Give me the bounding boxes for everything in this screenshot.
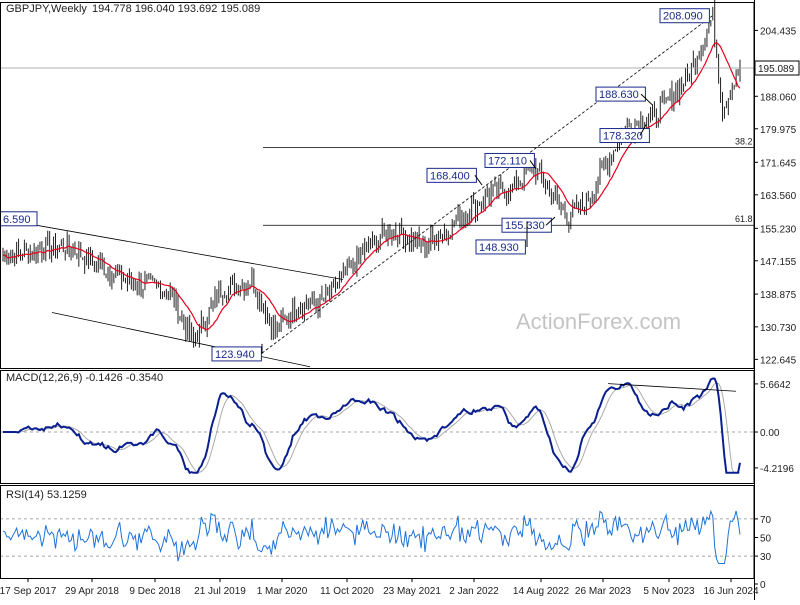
x-tick-label: 21 Jul 2019 — [194, 586, 246, 597]
price-annotation-label: 148.930 — [479, 242, 519, 254]
price-annotation-box — [426, 167, 477, 183]
macd-signal-line — [3, 382, 740, 474]
price-annotation-label: 178.320 — [603, 131, 643, 143]
macd-title: MACD(12,26,9) -0.1426 -0.3540 — [6, 372, 163, 384]
x-tick-label: 16 Jun 2024 — [703, 586, 758, 597]
x-tick-label: 29 Apr 2018 — [65, 586, 119, 597]
y-tick-label: 0.00 — [760, 428, 780, 439]
price-annotation-label: 155.330 — [505, 220, 545, 232]
annotation-connector — [640, 93, 653, 105]
ohlc-readout: 194.778 196.040 193.692 195.089 — [92, 3, 260, 15]
price-annotation-label: 6.590 — [3, 214, 31, 226]
annotation-connector — [545, 216, 556, 226]
annotation-connector — [529, 160, 537, 170]
x-tick-label: 23 May 2021 — [383, 586, 441, 597]
y-tick-label: 171.645 — [760, 158, 797, 169]
fib-level-label: 38.2 — [735, 137, 753, 147]
pane-frame — [0, 370, 755, 484]
y-tick-label: 122.645 — [760, 355, 797, 366]
x-tick-label: 9 Dec 2018 — [129, 586, 181, 597]
price-annotation-box — [0, 211, 38, 227]
price-annotation-label: 168.400 — [430, 170, 470, 182]
price-annotation-box — [595, 86, 646, 102]
last-price-label: 195.089 — [758, 64, 795, 75]
x-tick-label: 26 Mar 2023 — [575, 586, 632, 597]
rsi-pane — [0, 509, 754, 565]
y-tick-label: 0 — [760, 580, 766, 591]
macd-pane — [0, 377, 754, 475]
x-tick-label: 5 Nov 2023 — [643, 586, 695, 597]
fib-level-label: 61.8 — [735, 214, 753, 224]
y-tick-label: 70 — [760, 515, 772, 526]
y-tick-label: 163.560 — [760, 191, 797, 202]
rsi-line — [2, 509, 741, 565]
x-tick-label: 1 Mar 2020 — [257, 586, 308, 597]
price-annotation-label: 208.090 — [663, 11, 703, 23]
y-tick-label: 204.435 — [760, 26, 797, 37]
y-tick-label: 179.975 — [760, 125, 797, 136]
y-tick-label: 130.730 — [760, 323, 797, 334]
x-tick-label: 2 Jan 2022 — [449, 586, 499, 597]
x-tick-label: 17 Sep 2017 — [0, 586, 57, 597]
channel-upper-line — [0, 218, 344, 280]
watermark: ActionForex.com — [516, 309, 681, 334]
y-tick-label: 50 — [760, 534, 772, 545]
x-tick-label: 14 Aug 2022 — [513, 586, 570, 597]
annotation-connector — [639, 124, 647, 136]
macd-line — [3, 377, 741, 475]
y-tick-label: 188.060 — [760, 92, 797, 103]
y-tick-label: 147.155 — [760, 257, 797, 268]
price-annotation-box — [599, 128, 650, 144]
price-annotation-label: 172.110 — [488, 155, 527, 167]
x-tick-label: 11 Oct 2020 — [320, 586, 374, 597]
y-tick-label: 5.6642 — [760, 380, 791, 391]
annotation-connector — [474, 175, 483, 186]
chart-title: GBPJPY,Weekly — [6, 3, 87, 15]
y-tick-label: -4.2196 — [760, 464, 794, 475]
price-annotation-box — [475, 239, 526, 255]
y-tick-label: 155.230 — [760, 224, 797, 235]
last-price-box — [754, 60, 800, 76]
macd-divergence-line — [607, 383, 737, 392]
y-tick-label: 30 — [760, 552, 772, 563]
y-tick-label: 138.875 — [760, 290, 797, 301]
channel-lower-line — [51, 312, 311, 368]
sma-line — [2, 42, 741, 331]
price-annotation-label: 123.940 — [215, 349, 255, 361]
price-pane: 38.2 61.8 6.590 123.940 148.930 155.330 168.40… — [0, 0, 754, 368]
price-annotation-box — [211, 346, 262, 362]
price-annotation-box — [659, 8, 710, 24]
price-annotation-box — [484, 152, 535, 168]
rsi-title: RSI(14) 53.1259 — [6, 489, 87, 501]
dashed-trendline — [261, 15, 713, 354]
price-annotation-label: 188.630 — [599, 89, 639, 101]
